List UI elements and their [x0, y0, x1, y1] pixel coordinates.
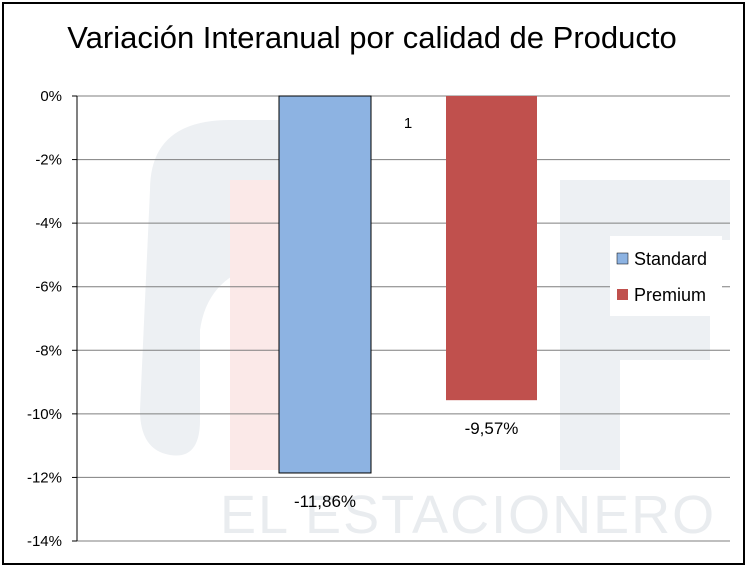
bar-premium — [446, 96, 537, 401]
y-axis-ticks: 0% -2% -4% -6% -8% -10% -12% -14% — [27, 88, 77, 550]
y-tick-label: -14% — [27, 533, 62, 550]
watermark-text: EL ESTACIONERO — [220, 485, 716, 545]
category-label: 1 — [404, 115, 412, 132]
y-tick-label: -12% — [27, 469, 62, 486]
watermark-logo: EL ESTACIONERO — [140, 120, 730, 545]
chart-title: Variación Interanual por calidad de Prod… — [67, 20, 676, 55]
data-label-standard: -11,86% — [294, 492, 356, 511]
data-label-premium: -9,57% — [465, 419, 519, 438]
y-tick-label: -8% — [35, 342, 62, 359]
y-tick-label: 0% — [40, 88, 62, 105]
legend-label-standard: Standard — [634, 249, 707, 269]
y-tick-label: -4% — [35, 215, 62, 232]
legend-swatch-premium — [617, 289, 628, 300]
y-tick-label: -6% — [35, 279, 62, 296]
bar-standard — [278, 95, 372, 474]
legend-label-premium: Premium — [634, 285, 706, 305]
legend-swatch-standard — [616, 252, 629, 265]
legend-box — [610, 236, 722, 316]
y-tick-label: -10% — [27, 406, 62, 423]
y-tick-label: -2% — [35, 152, 62, 169]
